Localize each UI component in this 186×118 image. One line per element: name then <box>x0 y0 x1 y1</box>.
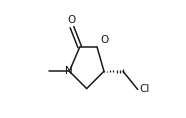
Text: Cl: Cl <box>140 84 150 94</box>
Text: N: N <box>65 66 73 76</box>
Text: O: O <box>100 35 109 45</box>
Text: O: O <box>68 15 76 25</box>
